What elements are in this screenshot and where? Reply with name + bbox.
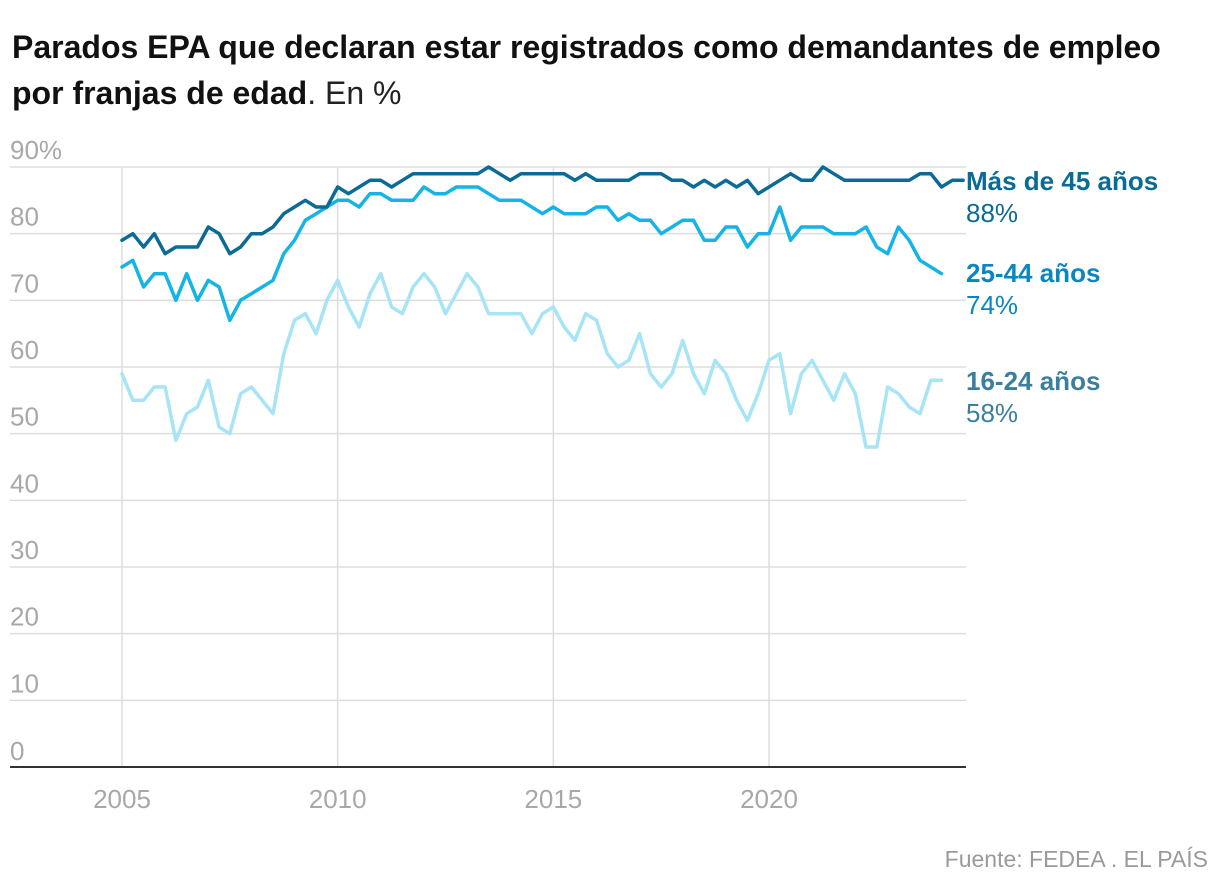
y-tick-label: 40 xyxy=(10,468,39,498)
x-tick-label: 2010 xyxy=(309,784,367,814)
chart-title-main: Parados EPA que declaran estar registrad… xyxy=(12,29,1161,111)
series-name-label: 16-24 años xyxy=(966,366,1100,396)
x-tick-label: 2020 xyxy=(740,784,798,814)
y-tick-label: 50 xyxy=(10,402,39,432)
x-tick-label: 2015 xyxy=(524,784,582,814)
series-name-label: 25-44 años xyxy=(966,258,1100,288)
series-line-m-s-de-45-a-os xyxy=(120,165,965,256)
series-last-value-label: 88% xyxy=(966,198,1018,228)
y-tick-label: 80 xyxy=(10,202,39,232)
y-tick-label: 70 xyxy=(10,268,39,298)
x-tick-label: 2005 xyxy=(93,784,151,814)
series-last-value-label: 74% xyxy=(966,290,1018,320)
series-last-value-label: 58% xyxy=(966,398,1018,428)
chart-title: Parados EPA que declaran estar registrad… xyxy=(12,24,1212,116)
y-tick-label: 0 xyxy=(10,736,24,766)
series-name-label: Más de 45 años xyxy=(966,166,1158,196)
series-line-16-24-a-os xyxy=(120,271,944,449)
chart-title-unit: . En % xyxy=(307,75,402,111)
y-tick-label: 90% xyxy=(10,135,62,165)
y-tick-label: 60 xyxy=(10,335,39,365)
series-layer xyxy=(120,165,965,449)
y-tick-label: 20 xyxy=(10,602,39,632)
source-note: Fuente: FEDEA . EL PAÍS xyxy=(944,846,1208,872)
y-tick-label: 10 xyxy=(10,668,39,698)
grid-layer xyxy=(10,166,966,768)
series-line-25-44-a-os xyxy=(120,185,944,323)
y-tick-label: 30 xyxy=(10,535,39,565)
